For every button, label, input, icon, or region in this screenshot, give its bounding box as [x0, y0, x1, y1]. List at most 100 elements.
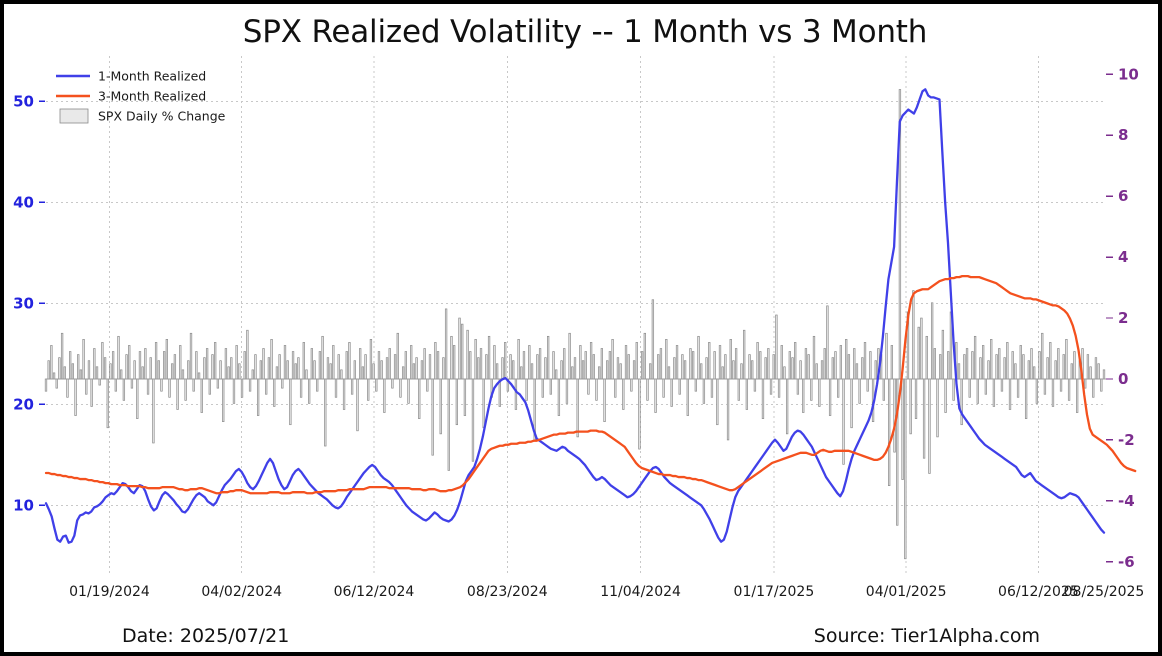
bar [571, 366, 574, 380]
bar [52, 372, 56, 380]
bar [882, 378, 885, 401]
bar [310, 348, 313, 380]
bar [861, 357, 864, 380]
bar [573, 357, 577, 380]
bar [960, 378, 963, 426]
bar [356, 378, 359, 432]
bar [530, 363, 534, 380]
bar [552, 351, 555, 380]
bar [415, 357, 418, 380]
bar [1084, 378, 1087, 389]
bar [987, 360, 990, 380]
bar [549, 378, 552, 395]
bar [442, 357, 445, 380]
bar [1016, 378, 1020, 398]
line-series-group [44, 88, 1137, 544]
bar [1049, 342, 1052, 380]
x-axis-tick-label: 04/02/2024 [201, 584, 282, 600]
bar [117, 335, 120, 380]
bar [855, 363, 859, 380]
bar [912, 290, 915, 380]
bar [141, 366, 144, 380]
legend-label: 3-Month Realized [98, 89, 206, 104]
bar [181, 369, 185, 380]
bar [1100, 378, 1103, 392]
bar [753, 378, 757, 392]
bar [482, 378, 485, 429]
bar [984, 378, 987, 395]
bar [412, 363, 416, 380]
bar [568, 332, 571, 380]
bar [208, 378, 211, 395]
series-line-3-month-realized [44, 274, 1137, 495]
bar [71, 363, 75, 380]
bar [691, 351, 695, 380]
bar [863, 342, 867, 380]
bar [893, 378, 896, 453]
bar [858, 378, 861, 404]
footer-source-label: Source: Tier1Alpha.com [814, 625, 1040, 647]
bar [128, 345, 131, 380]
bar [114, 378, 117, 392]
bar [710, 378, 714, 398]
bar [281, 378, 284, 389]
right-axis: 10 8 6 4 2 0 -2 -4 -6 [1106, 65, 1139, 571]
bar [423, 348, 426, 380]
bar [888, 378, 891, 486]
bar [788, 351, 791, 380]
bar [721, 366, 724, 380]
bar [133, 360, 136, 380]
bar [794, 342, 797, 380]
bar [917, 326, 920, 380]
bar [200, 378, 203, 413]
bar [219, 360, 222, 380]
bar [393, 354, 397, 380]
bar [654, 378, 657, 413]
bar [546, 335, 550, 380]
bar [853, 348, 856, 380]
bar [1043, 378, 1047, 395]
bar [418, 378, 421, 419]
bar [1089, 366, 1092, 380]
bar [318, 351, 322, 380]
bar [686, 378, 689, 416]
bar [326, 357, 330, 380]
bar [622, 378, 625, 410]
bar [737, 378, 740, 401]
bar [101, 342, 104, 380]
bar [804, 348, 808, 380]
bar [455, 378, 458, 426]
bar [525, 378, 528, 401]
bar [512, 360, 515, 380]
bar [659, 348, 663, 380]
bar [973, 335, 977, 380]
bar [764, 357, 767, 380]
bar [700, 363, 703, 380]
bar [941, 329, 945, 380]
bar [995, 354, 998, 380]
bar [694, 378, 697, 392]
bar [375, 378, 378, 392]
bar [777, 378, 781, 398]
bar [1070, 363, 1073, 380]
bar [885, 332, 888, 380]
bar [783, 366, 786, 380]
bar [587, 378, 590, 395]
bar [716, 378, 719, 426]
bar [227, 366, 230, 380]
bar [1075, 378, 1079, 413]
bar [453, 345, 456, 380]
bar [308, 378, 311, 404]
bar [726, 378, 730, 441]
bar [810, 378, 813, 401]
bar [675, 345, 679, 380]
bar [197, 372, 201, 380]
bar [520, 366, 523, 380]
bar [837, 378, 840, 398]
bar [979, 357, 982, 380]
bar [598, 366, 601, 380]
bar [388, 348, 391, 380]
bar [796, 378, 800, 395]
bar [769, 378, 773, 395]
bar [130, 378, 134, 389]
